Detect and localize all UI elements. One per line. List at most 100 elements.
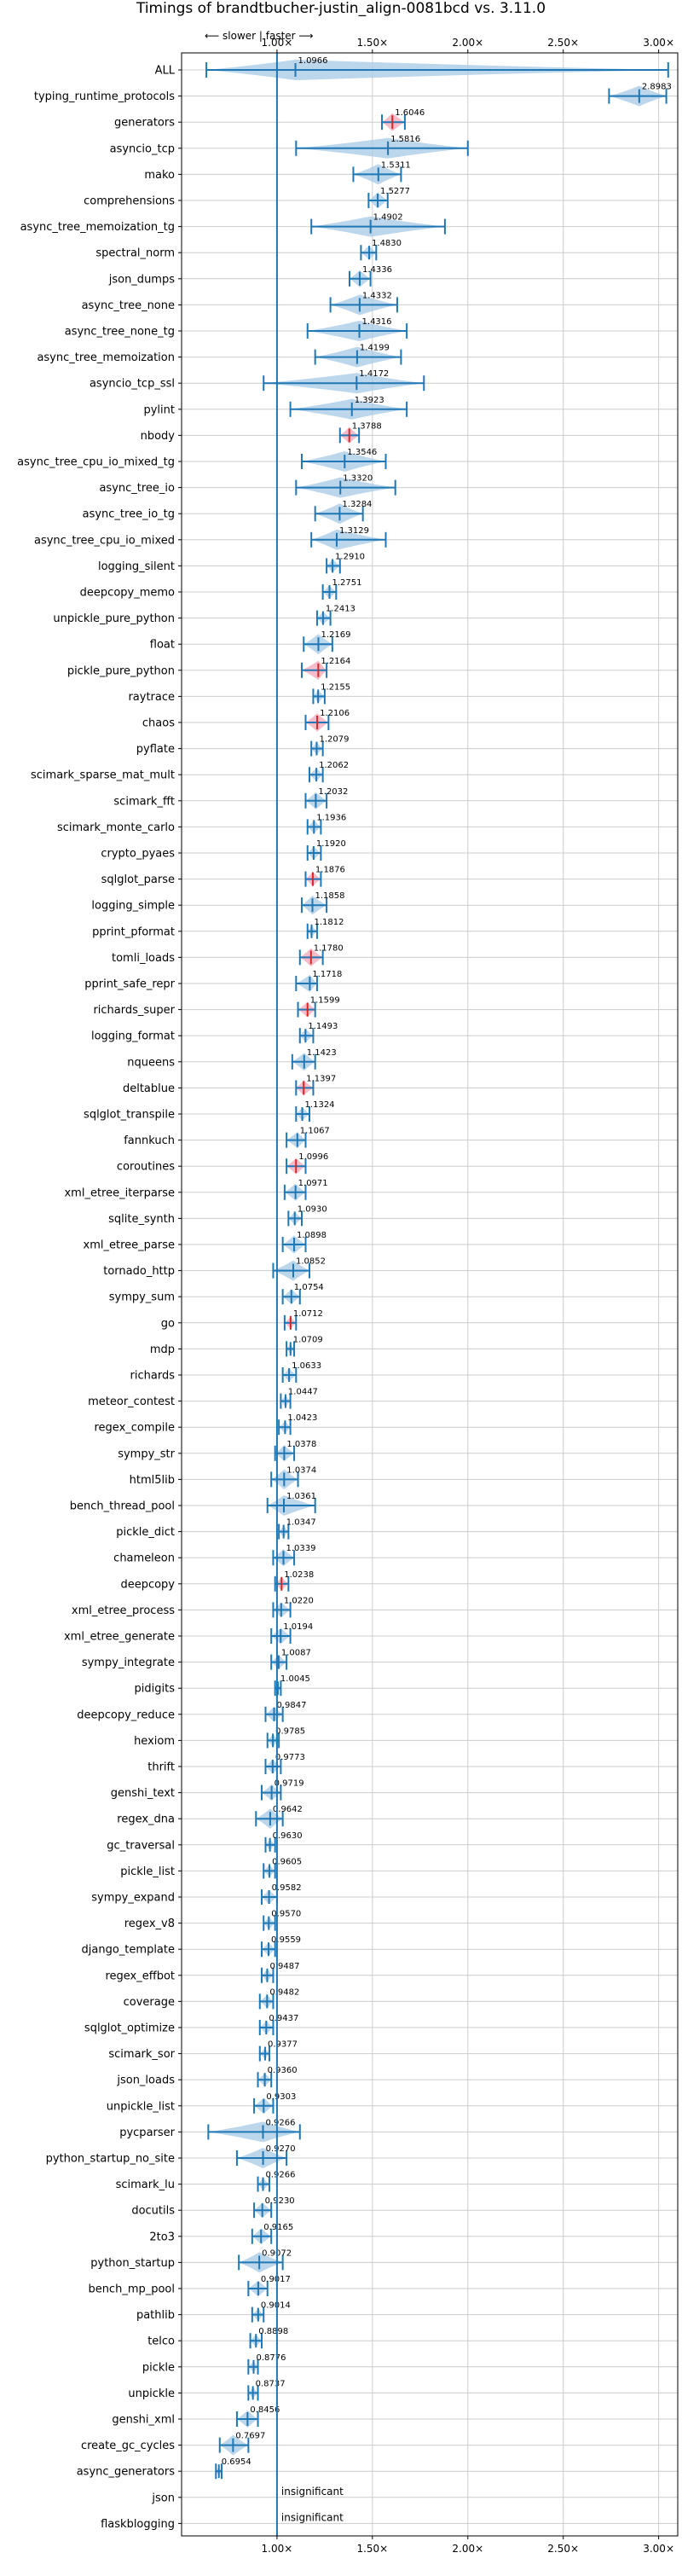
category-label: pprint_pformat bbox=[92, 925, 175, 938]
category-label: unpickle bbox=[128, 2387, 175, 2400]
category-label: async_tree_none bbox=[82, 299, 175, 312]
category-label: async_tree_memoization bbox=[37, 351, 175, 364]
value-label: 0.8737 bbox=[256, 2379, 286, 2388]
category-label: chaos bbox=[142, 717, 175, 730]
value-label: 0.9605 bbox=[272, 1857, 302, 1866]
category-label: genshi_xml bbox=[112, 2414, 175, 2427]
value-label: 0.9303 bbox=[266, 2092, 296, 2102]
plot-marks: 1.0966 2.8983 1.6046 1.5816 1.5311 1.5277 1.49… bbox=[205, 56, 672, 2523]
category-label: scimark_sor bbox=[108, 2048, 175, 2061]
category-label: logging_format bbox=[91, 1030, 175, 1043]
category-label: pickle_dict bbox=[116, 1526, 175, 1539]
value-label: 1.2079 bbox=[319, 735, 349, 745]
x-tick-label-bottom: 3.00× bbox=[643, 2543, 674, 2555]
value-label: 1.0423 bbox=[287, 1413, 317, 1423]
value-label: 1.2413 bbox=[326, 605, 355, 614]
value-label: 0.9847 bbox=[276, 1701, 306, 1710]
value-label: 1.3284 bbox=[342, 500, 372, 509]
category-label: coroutines bbox=[117, 1161, 175, 1174]
value-label: 0.9360 bbox=[268, 2066, 298, 2075]
category-label: async_generators bbox=[77, 2466, 176, 2479]
value-label: 2.8983 bbox=[642, 83, 672, 92]
category-label: create_gc_cycles bbox=[81, 2440, 175, 2452]
category-label: ALL bbox=[155, 65, 176, 78]
x-tick-label-bottom: 1.00× bbox=[262, 2543, 293, 2555]
category-label: pickle_list bbox=[120, 1865, 175, 1878]
x-tick-label-top: 3.00× bbox=[643, 37, 674, 49]
category-label: chameleon bbox=[113, 1552, 175, 1565]
value-label: 1.4336 bbox=[362, 265, 392, 275]
value-label: 1.0852 bbox=[296, 1257, 326, 1267]
value-label: 0.9630 bbox=[273, 1831, 303, 1841]
category-label: deepcopy_memo bbox=[80, 587, 175, 600]
category-label: flaskblogging bbox=[101, 2518, 175, 2531]
category-label: nbody bbox=[141, 430, 176, 443]
category-label: thrift bbox=[147, 1761, 175, 1774]
value-label: 0.9266 bbox=[265, 2118, 295, 2127]
value-label: 1.0754 bbox=[294, 1283, 324, 1292]
category-label: xml_etree_iterparse bbox=[64, 1186, 175, 1199]
category-label: logging_silent bbox=[98, 560, 175, 573]
value-label: 1.3320 bbox=[343, 474, 373, 484]
category-label: async_tree_io_tg bbox=[83, 508, 175, 521]
category-label: tornado_http bbox=[103, 1265, 175, 1278]
category-label: xml_etree_parse bbox=[84, 1239, 175, 1252]
value-label: 1.2032 bbox=[318, 787, 348, 797]
insignificant-label: insignificant bbox=[281, 2486, 344, 2498]
category-label: scimark_fft bbox=[113, 795, 175, 808]
category-label: asyncio_tcp bbox=[110, 142, 175, 155]
category-label: nqueens bbox=[127, 1056, 175, 1069]
value-label: 1.0220 bbox=[284, 1596, 314, 1605]
value-label: 1.5311 bbox=[381, 160, 411, 170]
value-label: 1.1780 bbox=[314, 943, 344, 953]
value-label: 1.3923 bbox=[355, 396, 384, 405]
chart-title: Timings of brandtbucher-justin_align-008… bbox=[136, 0, 546, 17]
value-label: 1.0447 bbox=[288, 1388, 318, 1397]
value-label: 1.2062 bbox=[319, 761, 349, 770]
category-label: hexiom bbox=[134, 1735, 175, 1748]
x-tick-label-bottom: 2.00× bbox=[452, 2543, 483, 2555]
value-label: 1.2751 bbox=[332, 578, 362, 588]
category-label: sqlglot_optimize bbox=[84, 2022, 175, 2035]
category-label: pylint bbox=[143, 403, 175, 416]
value-label: 0.9785 bbox=[275, 1726, 305, 1736]
value-label: 1.3788 bbox=[352, 421, 382, 431]
value-label: 1.1423 bbox=[307, 1048, 337, 1058]
category-label: deepcopy_reduce bbox=[77, 1709, 175, 1721]
category-label: scimark_monte_carlo bbox=[57, 821, 175, 834]
category-label: html5lib bbox=[130, 1474, 175, 1487]
value-label: 1.0996 bbox=[298, 1152, 328, 1162]
category-label: pickle_pure_python bbox=[67, 664, 175, 677]
x-tick-label-bottom: 2.50× bbox=[547, 2543, 579, 2555]
direction-hint: ⟵ slower | faster ⟶ bbox=[205, 30, 314, 42]
value-label: 1.2106 bbox=[320, 709, 350, 718]
category-label: gc_traversal bbox=[107, 1839, 175, 1852]
x-tick-label-top: 1.00× bbox=[262, 37, 293, 49]
category-label: meteor_contest bbox=[88, 1395, 175, 1408]
value-label: 1.2155 bbox=[321, 682, 350, 692]
category-label: xml_etree_generate bbox=[64, 1631, 175, 1644]
value-label: 0.9559 bbox=[271, 1935, 301, 1945]
category-label: pathlib bbox=[136, 2309, 175, 2322]
value-label: 1.0347 bbox=[286, 1518, 316, 1528]
value-label: 0.9377 bbox=[268, 2040, 298, 2050]
category-label: regex_compile bbox=[94, 1422, 175, 1435]
value-label: 1.0045 bbox=[280, 1674, 310, 1684]
category-label: async_tree_memoization_tg bbox=[20, 221, 175, 234]
category-label: regex_v8 bbox=[124, 1917, 175, 1930]
value-label: 0.9266 bbox=[265, 2171, 295, 2180]
value-label: 0.8776 bbox=[257, 2353, 286, 2363]
category-label: json_loads bbox=[116, 2074, 175, 2087]
value-label: 0.9165 bbox=[263, 2223, 293, 2232]
category-label: asyncio_tcp_ssl bbox=[90, 378, 175, 391]
value-label: 0.9719 bbox=[275, 1779, 304, 1789]
value-label: 1.1067 bbox=[300, 1127, 330, 1136]
category-label: async_tree_io bbox=[99, 482, 175, 495]
category-label: scimark_sparse_mat_mult bbox=[31, 769, 175, 782]
category-label: richards bbox=[130, 1370, 176, 1383]
value-label: 1.5816 bbox=[390, 135, 420, 144]
value-label: 1.4902 bbox=[373, 213, 403, 223]
value-label: 1.0633 bbox=[292, 1361, 321, 1371]
value-label: 1.0238 bbox=[284, 1570, 314, 1580]
